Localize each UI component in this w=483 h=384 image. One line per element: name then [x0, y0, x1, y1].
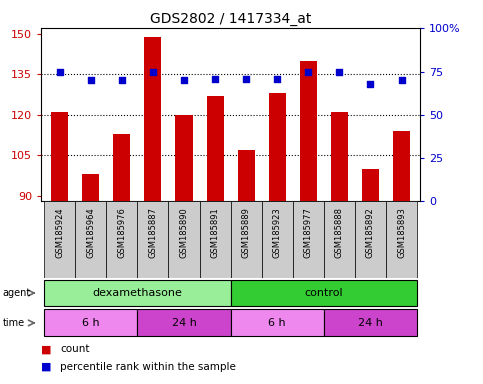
Point — [367, 81, 374, 87]
Point — [398, 77, 405, 83]
Bar — [114, 134, 130, 201]
Text: GSM185893: GSM185893 — [397, 207, 406, 258]
Point — [56, 69, 64, 75]
Text: GSM185888: GSM185888 — [335, 207, 344, 258]
Text: count: count — [60, 344, 90, 354]
Bar — [51, 112, 68, 201]
Text: GSM185964: GSM185964 — [86, 207, 95, 258]
Bar — [175, 115, 193, 201]
Text: GSM185890: GSM185890 — [180, 207, 188, 258]
Text: 6 h: 6 h — [82, 318, 99, 328]
Bar — [137, 310, 231, 336]
Bar — [231, 280, 417, 306]
Bar — [262, 201, 293, 278]
Bar — [106, 201, 137, 278]
Bar — [269, 93, 286, 201]
Point — [87, 77, 95, 83]
Point — [336, 69, 343, 75]
Text: 6 h: 6 h — [269, 318, 286, 328]
Bar — [331, 112, 348, 201]
Text: control: control — [305, 288, 343, 298]
Text: time: time — [2, 318, 25, 328]
Bar — [362, 169, 379, 201]
Bar — [144, 36, 161, 201]
Text: GSM185976: GSM185976 — [117, 207, 127, 258]
Text: agent: agent — [2, 288, 30, 298]
Text: percentile rank within the sample: percentile rank within the sample — [60, 362, 236, 372]
Bar — [169, 201, 199, 278]
Text: GSM185923: GSM185923 — [273, 207, 282, 258]
Text: GSM185891: GSM185891 — [211, 207, 220, 258]
Text: dexamethasone: dexamethasone — [92, 288, 183, 298]
Text: GSM185889: GSM185889 — [242, 207, 251, 258]
Text: GSM185924: GSM185924 — [55, 207, 64, 258]
Bar — [231, 201, 262, 278]
Bar — [238, 150, 255, 201]
Bar — [324, 310, 417, 336]
Text: ■: ■ — [41, 344, 52, 354]
Point — [118, 77, 126, 83]
Point — [304, 69, 312, 75]
Bar — [393, 131, 410, 201]
Bar — [137, 201, 169, 278]
Bar — [231, 310, 324, 336]
Bar — [75, 201, 106, 278]
Text: GSM185977: GSM185977 — [304, 207, 313, 258]
Text: 24 h: 24 h — [171, 318, 197, 328]
Bar — [207, 96, 224, 201]
Text: GSM185887: GSM185887 — [148, 207, 157, 258]
Bar — [44, 201, 75, 278]
Bar — [44, 310, 137, 336]
Bar — [324, 201, 355, 278]
Title: GDS2802 / 1417334_at: GDS2802 / 1417334_at — [150, 12, 312, 26]
Bar — [300, 61, 317, 201]
Bar — [199, 201, 231, 278]
Bar — [82, 174, 99, 201]
Point — [242, 76, 250, 82]
Text: GSM185892: GSM185892 — [366, 207, 375, 258]
Bar — [355, 201, 386, 278]
Point — [149, 69, 157, 75]
Bar — [293, 201, 324, 278]
Text: 24 h: 24 h — [358, 318, 383, 328]
Text: ■: ■ — [41, 362, 52, 372]
Point — [180, 77, 188, 83]
Point — [273, 76, 281, 82]
Point — [211, 76, 219, 82]
Bar — [44, 280, 231, 306]
Bar — [386, 201, 417, 278]
